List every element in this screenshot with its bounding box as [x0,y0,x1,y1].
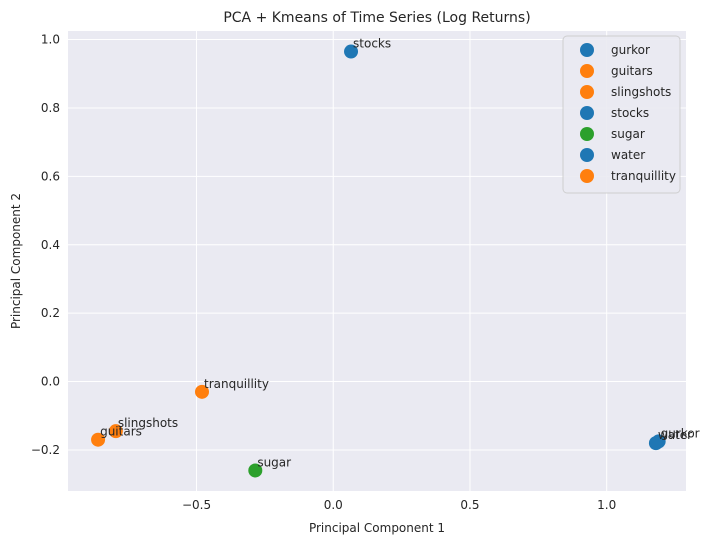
data-point-water [648,436,663,451]
legend-label-tranquillity: tranquillity [611,169,676,183]
point-label-water: water [658,428,692,442]
y-tick-label: 0.4 [41,238,60,252]
legend-label-slingshots: slingshots [611,85,671,99]
y-tick-label: 0.6 [41,169,60,183]
y-tick-label: 1.0 [41,33,60,47]
data-point-guitars [91,432,106,447]
x-tick-label: 1.0 [597,498,616,512]
point-label-stocks: stocks [353,37,391,51]
x-tick-label: 0.0 [324,498,343,512]
point-label-tranquillity: tranquillity [204,377,269,391]
y-axis-label: Principal Component 2 [9,193,23,329]
legend-marker-stocks [580,106,594,120]
legend-label-water: water [611,148,645,162]
y-axis: −0.2 0.0 0.2 0.4 0.6 0.8 1.0 [31,33,60,457]
point-labels: gurkorguitarsslingshotsstockssugarwatert… [100,37,700,470]
x-axis: −0.5 0.0 0.5 1.0 [182,498,616,512]
legend-marker-gurkor [580,43,594,57]
x-tick-label: 0.5 [460,498,479,512]
chart-title: PCA + Kmeans of Time Series (Log Returns… [223,10,530,26]
data-point-stocks [344,44,359,59]
legend-marker-tranquillity [580,169,594,183]
y-tick-label: 0.2 [41,306,60,320]
data-point-sugar [248,463,263,478]
legend-marker-sugar [580,127,594,141]
point-label-slingshots: slingshots [118,416,178,430]
data-point-slingshots [108,424,123,439]
x-axis-label: Principal Component 1 [309,521,445,535]
legend-label-guitars: guitars [611,64,653,78]
point-label-sugar: sugar [257,455,291,469]
y-tick-label: 0.8 [41,101,60,115]
legend-label-gurkor: gurkor [611,43,650,57]
x-tick-label: −0.5 [182,498,211,512]
legend-marker-slingshots [580,85,594,99]
data-point-tranquillity [194,384,209,399]
point-label-guitars: guitars [100,425,142,439]
legend-label-sugar: sugar [611,127,645,141]
legend-marker-guitars [580,64,594,78]
point-label-gurkor: gurkor [661,426,700,440]
y-tick-label: 0.0 [41,375,60,389]
legend-label-stocks: stocks [611,106,649,120]
legend: gurkor guitars slingshots stocks sugar water t… [562,35,681,194]
legend-marker-water [580,148,594,162]
data-points [91,44,666,478]
y-tick-label: −0.2 [31,443,60,457]
